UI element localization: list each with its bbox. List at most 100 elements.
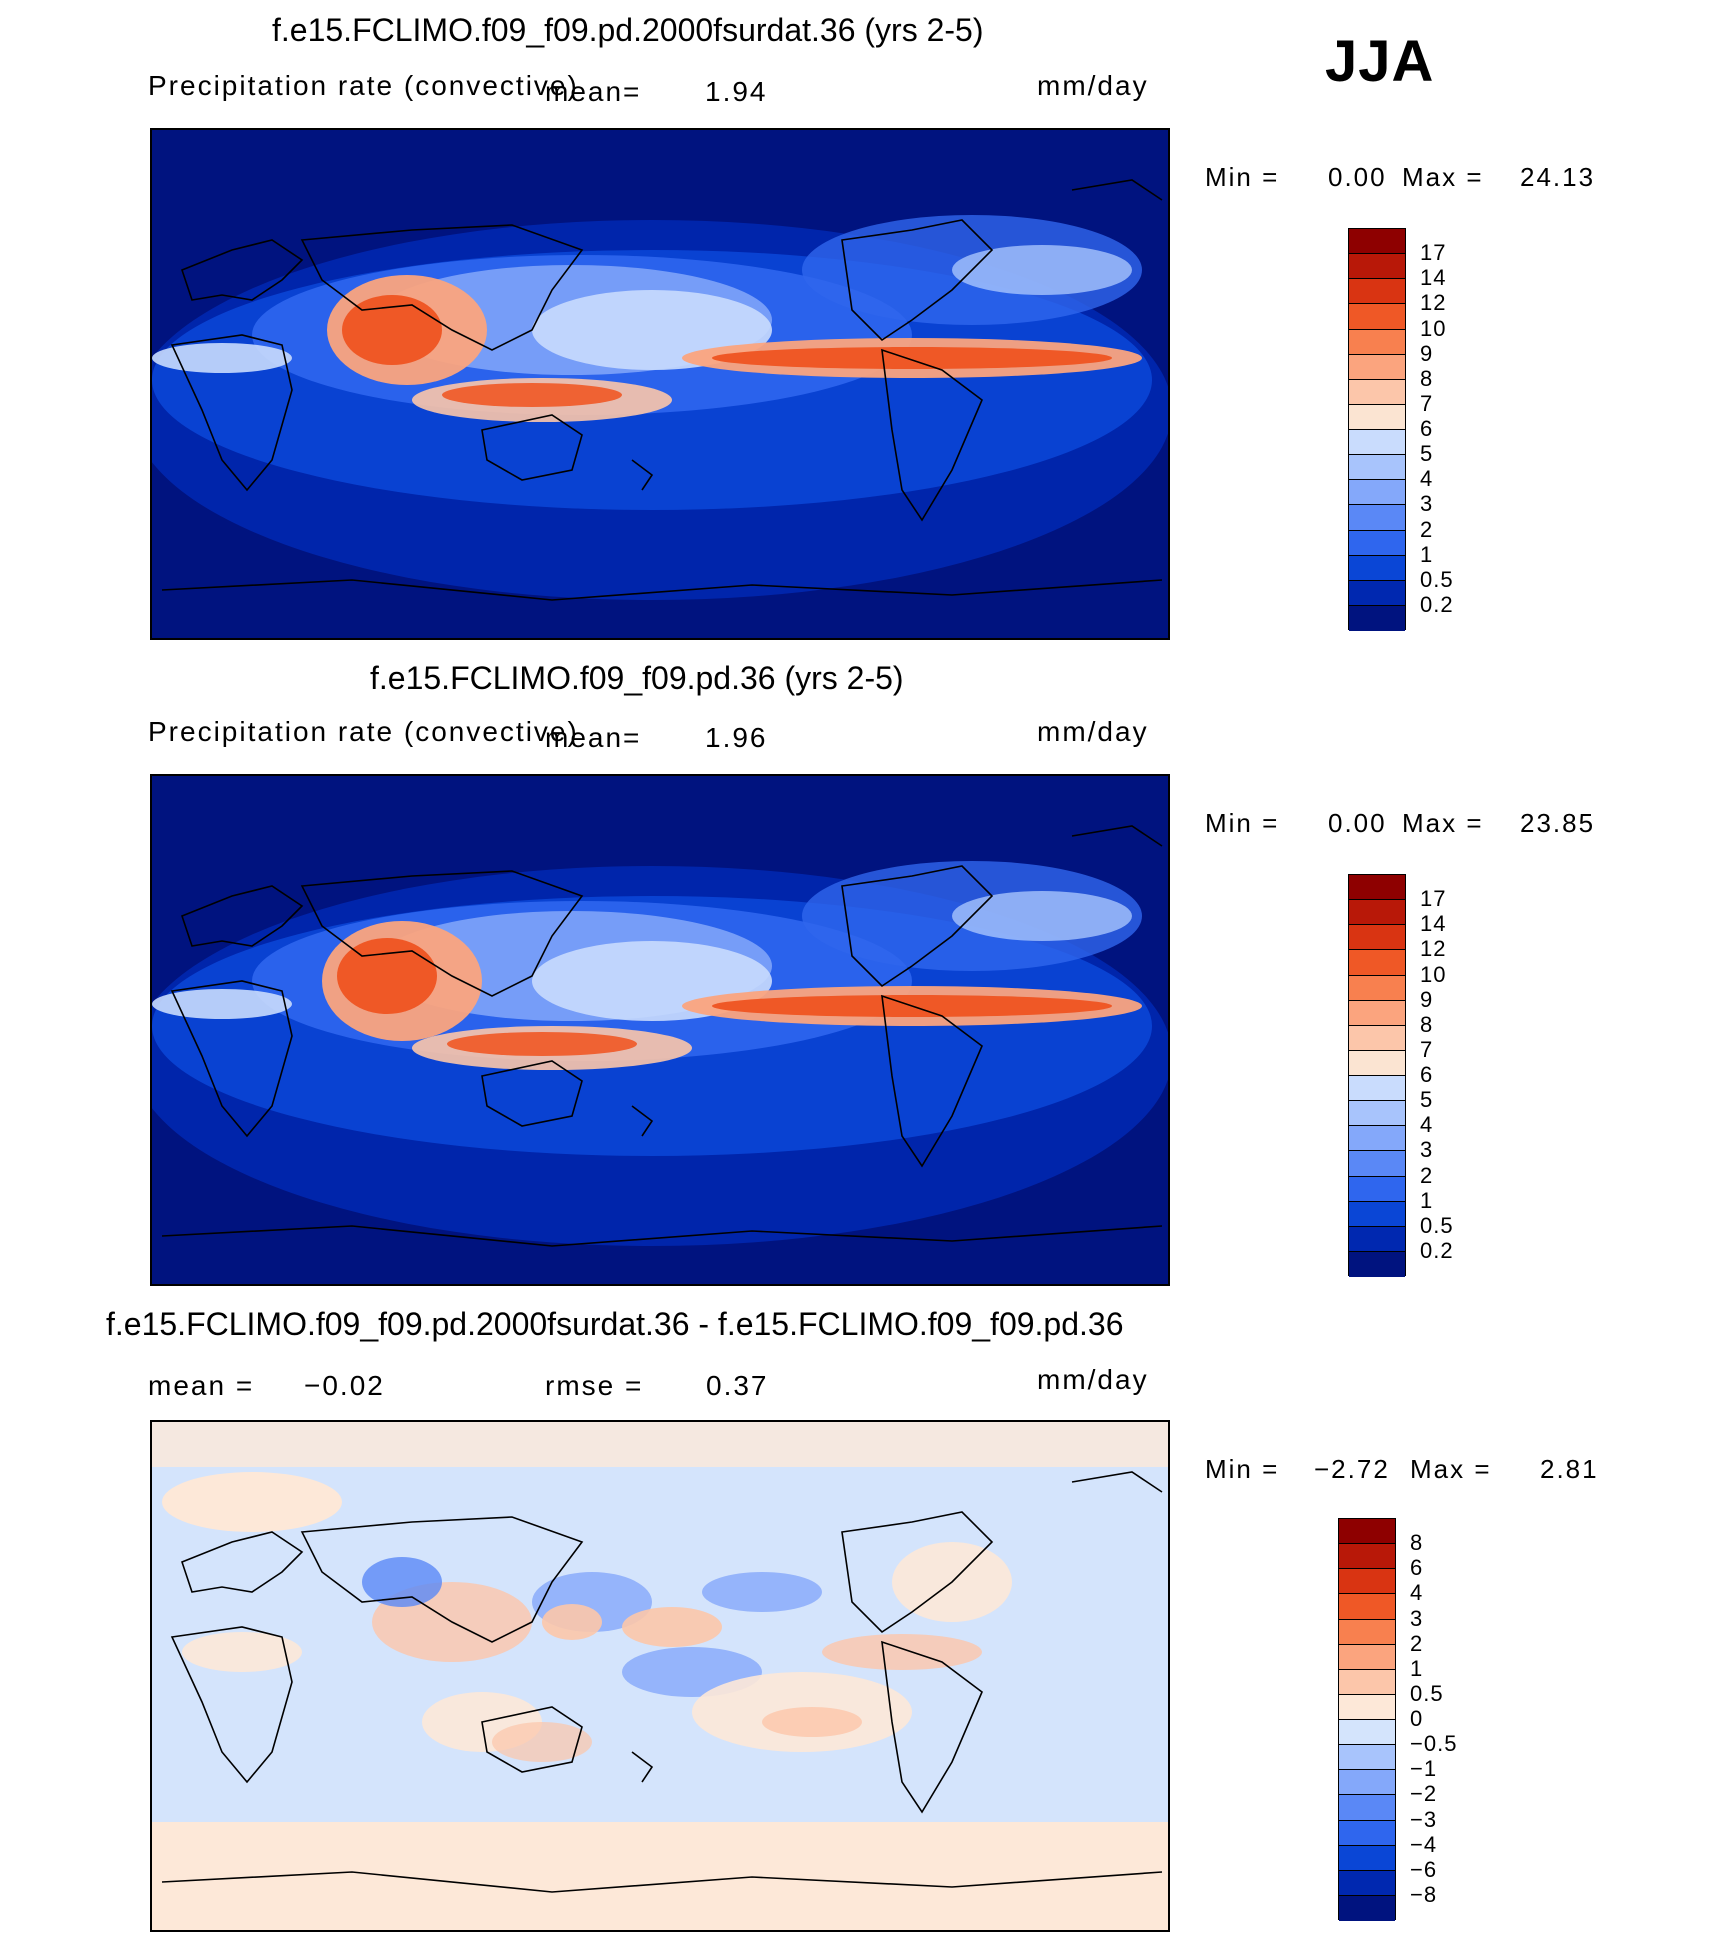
colorbar-box — [1349, 555, 1405, 581]
colorbar-tick-label: 6 — [1410, 1555, 1424, 1581]
panel-2-mean-label: mean= — [545, 722, 642, 753]
colorbar-box — [1339, 1870, 1395, 1896]
colorbar-tick-label: 10 — [1420, 961, 1447, 987]
colorbar-tick-label: 14 — [1420, 265, 1447, 291]
panel-3-min-label: Min = — [1205, 1454, 1280, 1484]
colorbar-box — [1339, 1644, 1395, 1670]
panel-1-max-value: 24.13 — [1520, 162, 1596, 192]
panel-1-mean-label: mean= — [545, 76, 642, 107]
colorbar-tick-label: 9 — [1420, 340, 1434, 366]
panel-3-mean-label: mean = — [148, 1370, 255, 1401]
colorbar-tick-label: −2 — [1410, 1781, 1438, 1807]
colorbar-tick-label: −4 — [1410, 1831, 1438, 1857]
colorbar-tick-label: −8 — [1410, 1881, 1438, 1907]
colorbar-tick-label: 17 — [1420, 240, 1447, 266]
colorbar-tick-label: 6 — [1420, 416, 1434, 441]
colorbar-box — [1349, 1076, 1405, 1102]
colorbar-box — [1349, 900, 1405, 926]
colorbar-tick-label: 5 — [1420, 441, 1434, 467]
colorbar-box — [1349, 580, 1405, 606]
colorbar-box — [1339, 1895, 1395, 1921]
colorbar-tick-label: 8 — [1410, 1530, 1424, 1556]
colorbar-box — [1349, 455, 1405, 481]
panel-2-variable: Precipitation rate (convective) — [148, 716, 579, 747]
panel-3-rmse-value: 0.37 — [706, 1370, 769, 1401]
colorbar-tick-label: 4 — [1410, 1580, 1424, 1606]
colorbar-tick-label: 5 — [1420, 1087, 1434, 1113]
colorbar-box — [1339, 1845, 1395, 1871]
panel-3-mean-value: −0.02 — [304, 1370, 385, 1401]
panel-2-map — [150, 774, 1170, 1286]
panel-2-min-label: Min = — [1205, 808, 1280, 838]
panel-1-colorbar — [1348, 228, 1406, 631]
colorbar-tick-label: 0.2 — [1420, 591, 1454, 617]
colorbar-box — [1349, 304, 1405, 330]
colorbar-tick-label: 7 — [1420, 1036, 1434, 1062]
panel-2-max-label: Max = — [1402, 808, 1484, 838]
colorbar-tick-label: 6 — [1420, 1062, 1434, 1087]
panel-1-variable: Precipitation rate (convective) — [148, 70, 579, 101]
colorbar-tick-label: 3 — [1410, 1605, 1424, 1631]
colorbar-tick-label: 2 — [1420, 1162, 1434, 1188]
colorbar-tick-label: 10 — [1420, 315, 1447, 341]
colorbar-box — [1339, 1694, 1395, 1720]
panel-2-min-value: 0.00 — [1328, 808, 1387, 838]
colorbar-tick-label: −6 — [1410, 1856, 1438, 1882]
panel-1-map-svg — [152, 130, 1168, 638]
colorbar-box — [1349, 379, 1405, 405]
colorbar-box — [1339, 1519, 1395, 1545]
panel-2-units: mm/day — [1037, 716, 1149, 747]
panel-1-max-label: Max = — [1402, 162, 1484, 192]
colorbar-box — [1339, 1770, 1395, 1796]
colorbar-tick-label: 2 — [1420, 516, 1434, 542]
colorbar-box — [1339, 1544, 1395, 1570]
colorbar-tick-label: 12 — [1420, 290, 1447, 316]
panel-2-precip-field — [152, 861, 1168, 1246]
panel-3-title: f.e15.FCLIMO.f09_f09.pd.2000fsurdat.36 -… — [106, 1306, 1124, 1342]
colorbar-box — [1349, 1101, 1405, 1127]
panel-2-map-svg — [152, 776, 1168, 1284]
panel-2-coastlines — [161, 825, 1163, 1247]
colorbar-tick-label: 9 — [1420, 986, 1434, 1012]
colorbar-box — [1349, 875, 1405, 901]
colorbar-box — [1349, 975, 1405, 1001]
colorbar-box — [1349, 505, 1405, 531]
colorbar-tick-label: 7 — [1420, 390, 1434, 416]
season-label: JJA — [1325, 29, 1435, 94]
colorbar-box — [1349, 530, 1405, 556]
panel-1-coastlines — [161, 179, 1163, 601]
panel-1-min-value: 0.00 — [1328, 162, 1387, 192]
colorbar-tick-label: 3 — [1420, 1137, 1434, 1163]
colorbar-tick-label: 8 — [1420, 1011, 1434, 1037]
colorbar-tick-label: 0.2 — [1420, 1237, 1454, 1263]
colorbar-box — [1339, 1820, 1395, 1846]
colorbar-tick-label: −0.5 — [1410, 1731, 1458, 1757]
colorbar-tick-label: 0.5 — [1410, 1680, 1444, 1706]
colorbar-box — [1349, 605, 1405, 631]
colorbar-tick-label: 1 — [1420, 541, 1434, 567]
colorbar-tick-label: 8 — [1420, 365, 1434, 391]
colorbar-box — [1349, 254, 1405, 280]
colorbar-tick-label: 1 — [1410, 1655, 1424, 1681]
panel-1-min-label: Min = — [1205, 162, 1280, 192]
panel-3-map — [150, 1420, 1170, 1932]
colorbar-tick-label: 4 — [1420, 1112, 1434, 1138]
colorbar-box — [1349, 1025, 1405, 1051]
colorbar-box — [1349, 1000, 1405, 1026]
colorbar-box — [1339, 1569, 1395, 1595]
colorbar-tick-label: 3 — [1420, 491, 1434, 517]
panel-3-coastlines — [161, 1471, 1163, 1893]
panel-3-map-svg — [152, 1422, 1168, 1930]
colorbar-box — [1349, 1201, 1405, 1227]
colorbar-box — [1349, 1151, 1405, 1177]
panel-3-units: mm/day — [1037, 1364, 1149, 1395]
panel-3-colorbar — [1338, 1518, 1396, 1921]
colorbar-box — [1339, 1720, 1395, 1746]
panel-1-precip-field — [152, 215, 1168, 600]
colorbar-box — [1349, 279, 1405, 305]
colorbar-box — [1349, 354, 1405, 380]
panel-1-title: f.e15.FCLIMO.f09_f09.pd.2000fsurdat.36 (… — [272, 12, 984, 48]
colorbar-tick-label: 1 — [1420, 1187, 1434, 1213]
colorbar-box — [1339, 1669, 1395, 1695]
colorbar-tick-label: 12 — [1420, 936, 1447, 962]
